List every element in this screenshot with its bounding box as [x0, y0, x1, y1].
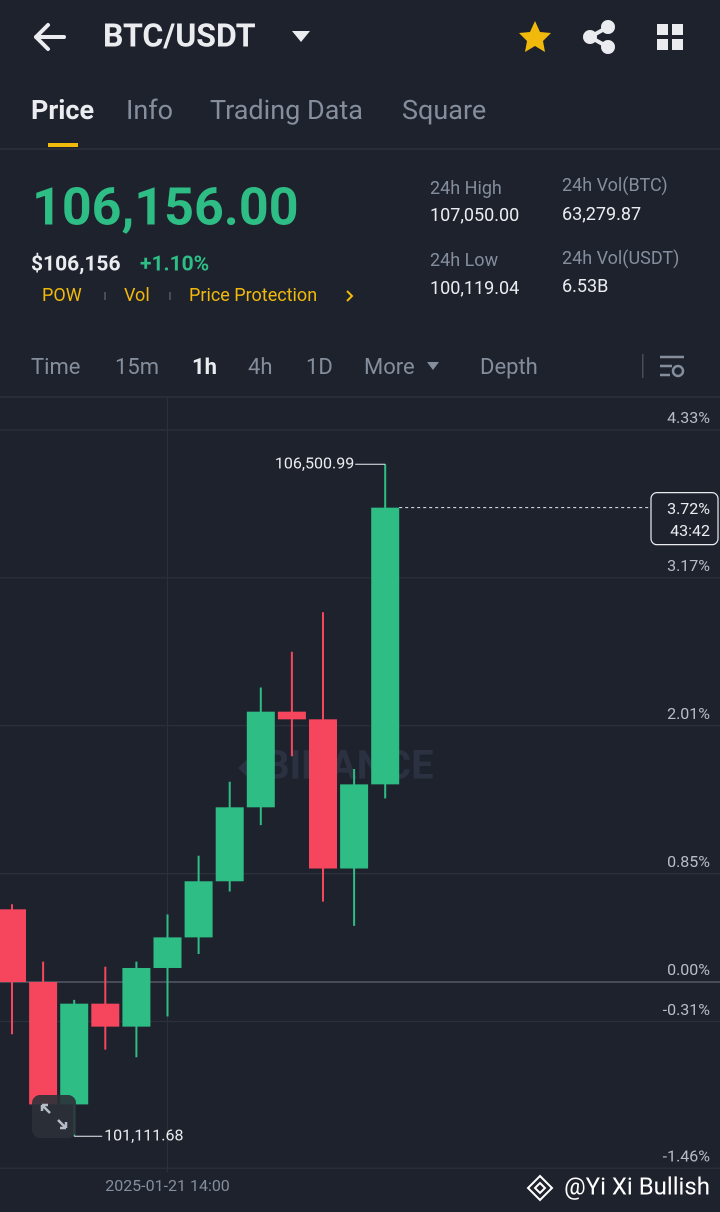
separator — [169, 292, 171, 300]
interval[interactable]: Time — [31, 355, 80, 380]
candle-body — [0, 909, 26, 983]
pair-title[interactable]: BTC/USDT — [103, 16, 256, 54]
candle-body — [246, 711, 275, 808]
watermark: BINANCE — [264, 742, 434, 789]
expand-button[interactable] — [32, 1095, 76, 1138]
candle-body — [215, 807, 244, 882]
y-tick-label: -1.46% — [663, 1146, 711, 1165]
tab[interactable]: Square — [402, 94, 486, 126]
candle-body — [184, 881, 213, 938]
tab[interactable]: Trading Data — [210, 94, 363, 126]
interval-active[interactable]: 1h — [192, 355, 217, 380]
price-change: +1.10% — [140, 253, 209, 277]
last-price-label: 3.72% — [667, 499, 710, 518]
interval[interactable]: 1D — [306, 355, 333, 380]
expand-icon — [40, 1103, 68, 1130]
credit: @Yi Xi Bullish — [564, 1172, 710, 1200]
min-label: 101,111.68 — [104, 1126, 183, 1145]
candle-body — [371, 507, 400, 785]
usd-price: $106,156 — [31, 253, 121, 277]
y-tick-label: 3.17% — [667, 556, 710, 575]
stat-label: 24h Low — [430, 250, 499, 271]
tab[interactable]: Info — [126, 94, 173, 126]
candle-body — [122, 967, 151, 1027]
stat-value: 63,279.87 — [562, 204, 641, 225]
chart-settings[interactable] — [660, 355, 685, 378]
separator — [642, 354, 644, 378]
interval[interactable]: Depth — [480, 355, 538, 380]
pair-dropdown[interactable] — [292, 31, 310, 42]
candle-body — [60, 1003, 89, 1105]
favorite-star[interactable] — [519, 21, 551, 52]
last-price-badge — [650, 492, 719, 546]
candle-body — [153, 937, 182, 968]
interval[interactable]: More — [364, 355, 415, 380]
last-price: 106,156.00 — [32, 177, 299, 238]
candle-body — [309, 719, 337, 869]
link[interactable]: Vol — [124, 285, 150, 306]
stat-label: 24h High — [430, 178, 502, 199]
back-button[interactable] — [34, 23, 66, 51]
more-dropdown[interactable] — [427, 362, 439, 370]
stat-label: 24h Vol(BTC) — [562, 175, 668, 196]
y-tick-label: 2.01% — [667, 704, 710, 723]
link[interactable]: Price Protection — [189, 285, 317, 306]
stat-value: 6.53B — [562, 276, 608, 297]
candle-body — [29, 982, 58, 1105]
candle-body — [277, 711, 306, 720]
countdown: 43:42 — [670, 521, 710, 540]
separator — [104, 292, 106, 300]
link[interactable]: POW — [42, 285, 82, 306]
grid-menu[interactable] — [657, 24, 683, 50]
candle-body — [340, 784, 369, 869]
share-button[interactable] — [583, 20, 615, 54]
stat-value: 100,119.04 — [430, 278, 519, 299]
y-tick-label: 4.33% — [667, 408, 710, 427]
y-tick-label: 0.85% — [667, 852, 710, 871]
tab-active[interactable]: Price — [31, 94, 94, 126]
stat-value: 107,050.00 — [430, 205, 519, 226]
interval[interactable]: 4h — [248, 355, 272, 380]
x-tick-label: 2025-01-21 14:00 — [105, 1176, 230, 1195]
y-tick-label: -0.31% — [663, 1000, 711, 1019]
chevron — [346, 290, 354, 302]
max-label: 106,500.99 — [275, 454, 354, 473]
credit-logo — [526, 1174, 554, 1202]
stat-label: 24h Vol(USDT) — [562, 248, 679, 269]
candle-body — [91, 1003, 120, 1027]
tab-underline — [48, 143, 78, 147]
y-tick-label: 0.00% — [667, 960, 710, 979]
interval[interactable]: 15m — [115, 355, 159, 380]
